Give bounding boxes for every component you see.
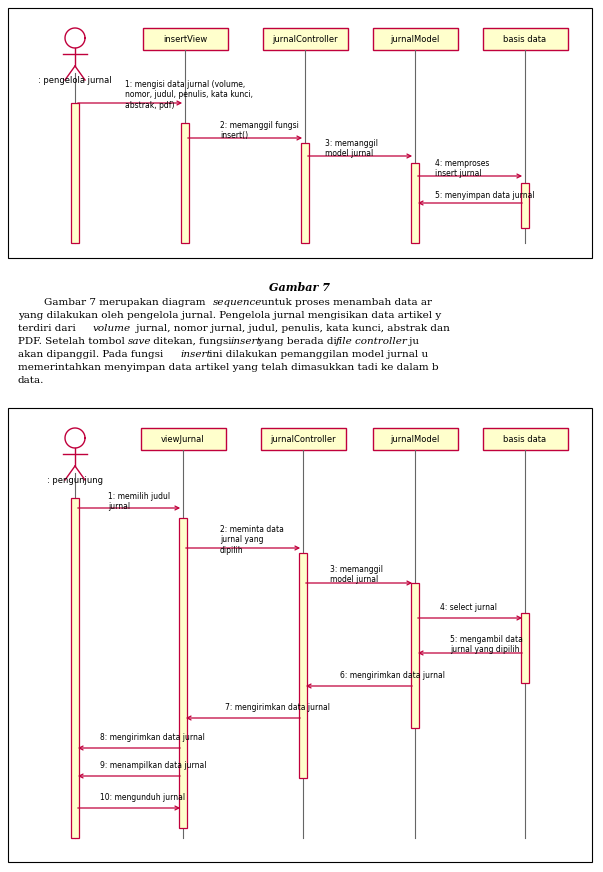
Text: basis data: basis data	[504, 434, 546, 444]
Text: jurnalController: jurnalController	[270, 434, 336, 444]
Text: 4: memproses
insert jurnal: 4: memproses insert jurnal	[435, 159, 490, 179]
Text: 1: memilih judul
jurnal: 1: memilih judul jurnal	[108, 492, 170, 511]
Text: : pengunjung: : pengunjung	[47, 476, 103, 485]
Text: jurnal, nomor jurnal, judul, penulis, kata kunci, abstrak dan: jurnal, nomor jurnal, judul, penulis, ka…	[133, 324, 450, 333]
Text: PDF. Setelah tombol: PDF. Setelah tombol	[18, 337, 128, 346]
Text: 9: menampilkan data jurnal: 9: menampilkan data jurnal	[100, 761, 206, 770]
Text: Gambar 7 merupakan diagram: Gambar 7 merupakan diagram	[18, 298, 209, 307]
Bar	[179, 518, 187, 828]
Text: jurnalModel: jurnalModel	[390, 434, 440, 444]
Text: 3: memanggil
model jurnal: 3: memanggil model jurnal	[325, 139, 378, 159]
Bar	[299, 553, 307, 778]
Text: 4: select jurnal: 4: select jurnal	[440, 603, 497, 612]
Bar	[521, 613, 529, 683]
Text: file controller: file controller	[336, 337, 408, 346]
Text: 2: memanggil fungsi
insert(): 2: memanggil fungsi insert()	[220, 121, 299, 140]
Text: Gambar 7: Gambar 7	[268, 282, 333, 293]
Bar	[71, 498, 79, 838]
Text: untuk proses menambah data ar: untuk proses menambah data ar	[258, 298, 432, 307]
Text: ju: ju	[406, 337, 419, 346]
Text: 5: mengambil data
jurnal yang dipilih: 5: mengambil data jurnal yang dipilih	[450, 635, 523, 654]
Text: ini dilakukan pemanggilan model jurnal u: ini dilakukan pemanggilan model jurnal u	[206, 350, 428, 359]
Text: jurnalController: jurnalController	[272, 35, 338, 44]
Bar	[521, 183, 529, 228]
Bar	[411, 163, 419, 243]
Text: 10: mengunduh jurnal: 10: mengunduh jurnal	[100, 793, 185, 802]
Text: 8: mengirimkan data jurnal: 8: mengirimkan data jurnal	[100, 733, 205, 742]
Text: yang berada di: yang berada di	[255, 337, 340, 346]
Text: 7: mengirimkan data jurnal: 7: mengirimkan data jurnal	[225, 703, 330, 712]
Bar	[181, 123, 189, 243]
Text: 6: mengirimkan data jurnal: 6: mengirimkan data jurnal	[340, 671, 445, 680]
Bar	[142, 28, 227, 50]
Bar	[260, 428, 346, 450]
Bar	[482, 28, 567, 50]
Text: basis data: basis data	[504, 35, 546, 44]
Bar	[411, 583, 419, 728]
Bar	[8, 8, 592, 258]
Text: viewJurnal: viewJurnal	[161, 434, 205, 444]
Bar	[373, 428, 458, 450]
Text: data.: data.	[18, 376, 45, 385]
Text: insertView: insertView	[163, 35, 207, 44]
Text: sequence: sequence	[213, 298, 262, 307]
Text: jurnalModel: jurnalModel	[390, 35, 440, 44]
Text: ditekan, fungsi: ditekan, fungsi	[150, 337, 235, 346]
Text: 2: meminta data
jurnal yang
dipilih: 2: meminta data jurnal yang dipilih	[220, 525, 284, 555]
Text: insert: insert	[180, 350, 210, 359]
Text: terdiri dari: terdiri dari	[18, 324, 79, 333]
Text: yang dilakukan oleh pengelola jurnal. Pengelola jurnal mengisikan data artikel y: yang dilakukan oleh pengelola jurnal. Pe…	[18, 311, 441, 320]
Text: akan dipanggil. Pada fungsi: akan dipanggil. Pada fungsi	[18, 350, 166, 359]
Bar	[71, 103, 79, 243]
Bar	[373, 28, 458, 50]
Text: save: save	[128, 337, 151, 346]
Text: insert: insert	[230, 337, 260, 346]
Text: memerintahkan menyimpan data artikel yang telah dimasukkan tadi ke dalam b: memerintahkan menyimpan data artikel yan…	[18, 363, 438, 372]
Bar	[482, 428, 567, 450]
Text: 1: mengisi data jurnal (volume,
nomor, judul, penulis, kata kunci,
abstrak, pdf): 1: mengisi data jurnal (volume, nomor, j…	[125, 80, 253, 110]
Text: 3: memanggil
model jurnal: 3: memanggil model jurnal	[330, 565, 383, 584]
Bar	[8, 408, 592, 862]
Bar	[140, 428, 226, 450]
Bar	[262, 28, 347, 50]
Text: volume: volume	[93, 324, 131, 333]
Bar	[301, 143, 309, 243]
Text: 5: menyimpan data jurnal: 5: menyimpan data jurnal	[435, 191, 535, 200]
Text: : pengelola jurnal: : pengelola jurnal	[38, 76, 112, 85]
